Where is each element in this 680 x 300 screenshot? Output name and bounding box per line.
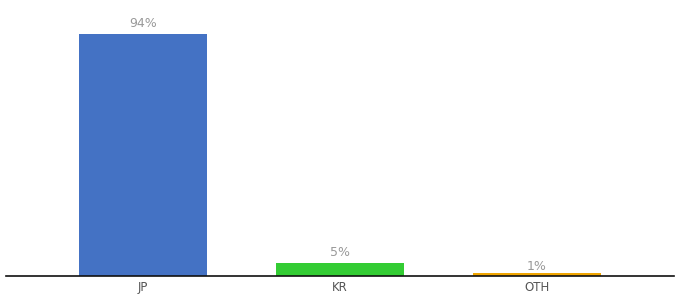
Text: 94%: 94% [129,17,157,30]
Bar [473,273,600,276]
Bar [276,263,404,276]
Text: 5%: 5% [330,246,350,259]
Text: 1%: 1% [527,260,547,272]
Bar [80,34,207,276]
